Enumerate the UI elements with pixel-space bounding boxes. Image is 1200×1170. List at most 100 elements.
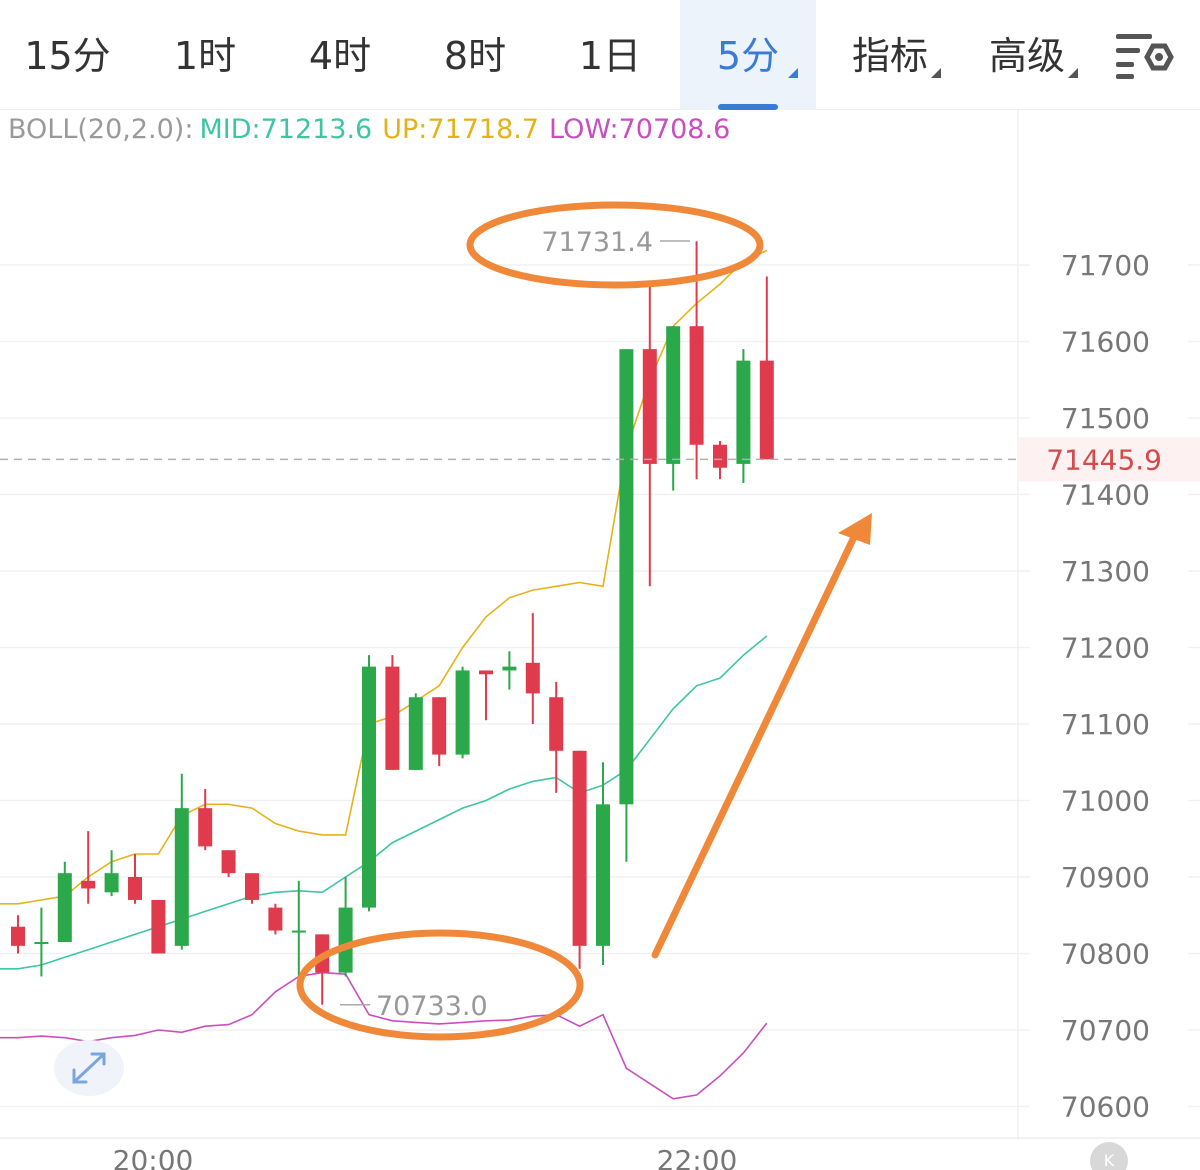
candle-bull [596, 762, 610, 965]
boll-low-value: LOW:70708.6 [549, 114, 731, 145]
candle-body [291, 930, 306, 933]
candle-body [385, 666, 400, 770]
low-price-label: 70733.0 [376, 991, 488, 1022]
candle-body [713, 444, 727, 468]
price-tick-label: 71000 [1061, 785, 1150, 818]
candle-body [268, 907, 283, 931]
candle-body [759, 360, 774, 460]
boll-mid-value: MID:71213.6 [199, 114, 373, 145]
tab-indicators[interactable]: 指标 [835, 0, 945, 110]
candle-bull [619, 349, 634, 862]
candle-body [596, 804, 610, 946]
tab-1hour[interactable]: 1时 [173, 34, 237, 78]
candle-bull [362, 655, 376, 912]
indicators-caret-icon [931, 68, 941, 78]
candle-bull [57, 861, 72, 943]
candle-body [572, 750, 587, 946]
candle-body [57, 873, 72, 943]
price-axis: 71700 71600 71500 71400 71300 71200 71100 71000… [0, 249, 1200, 1124]
tab-1day[interactable]: 1日 [578, 34, 642, 78]
high-circle-annotation [466, 201, 764, 289]
price-tick-label: 70600 [1061, 1091, 1150, 1124]
tab-4hour[interactable]: 4时 [308, 34, 372, 78]
time-tick-label: 22:00 [657, 1144, 738, 1170]
price-tick-label: 71300 [1061, 555, 1150, 588]
chart-grid [0, 110, 1200, 1140]
candle-body [151, 899, 166, 954]
candle-bear [642, 284, 657, 587]
candles [11, 241, 774, 1005]
candle-bear [268, 903, 283, 935]
candle-bear [549, 681, 564, 793]
candle-bull [408, 693, 423, 770]
candle-bull [666, 326, 681, 491]
price-tick-label: 71500 [1061, 402, 1150, 435]
candle-bear [432, 697, 447, 767]
time-axis: 20:00 22:00 [113, 1144, 738, 1170]
uptrend-arrow-shaft [651, 531, 859, 959]
candle-body [549, 697, 564, 751]
boll-low-line [0, 971, 768, 1100]
candle-body [479, 670, 493, 675]
low-circle-annotation [296, 929, 584, 1041]
candle-body [455, 670, 470, 755]
timeframe-tab-bar: 15分 1时 4时 8时 1日 5分 指标 高级 [0, 0, 1200, 110]
tab-8hour[interactable]: 8时 [443, 34, 507, 78]
tab-5min-label: 5分 [716, 34, 780, 78]
candle-bear [128, 854, 142, 904]
tab-15min[interactable]: 15分 [24, 34, 111, 78]
candle-bear [245, 873, 259, 904]
candle-body [619, 349, 634, 805]
boll-bands [0, 249, 768, 1100]
chart-settings-icon[interactable] [1112, 28, 1174, 84]
current-price-label: 71445.9 [1046, 443, 1162, 476]
candle-bull [174, 773, 189, 950]
candle-body [689, 326, 704, 445]
price-tick-label: 71200 [1061, 632, 1150, 665]
candle-body [81, 880, 96, 889]
price-tick-label: 71100 [1061, 708, 1150, 741]
candle-body [104, 873, 119, 893]
k-logo-icon: K [1090, 1142, 1128, 1170]
tab-indicators-label: 指标 [851, 34, 928, 78]
candle-bull [502, 651, 517, 690]
boll-name: BOLL(20,2.0): [8, 114, 194, 145]
price-tick-label: 71700 [1061, 249, 1150, 282]
candle-body [432, 697, 447, 755]
candle-bull [455, 666, 470, 759]
candle-bear [759, 276, 774, 460]
candle-body [362, 666, 376, 908]
candlestick-chart[interactable]: 71700 71600 71500 71400 71300 71200 71100 71000… [0, 110, 1200, 1170]
tab-advanced-label: 高级 [988, 34, 1065, 78]
candle-bear [81, 831, 96, 904]
price-tick-label: 70800 [1061, 938, 1150, 971]
candle-bull [34, 907, 49, 977]
candle-bull [338, 877, 353, 977]
boll-up-line [0, 249, 768, 905]
price-tick-label: 71600 [1061, 326, 1150, 359]
candle-body [34, 942, 49, 945]
candle-bull [736, 349, 751, 484]
advanced-caret-icon [1068, 68, 1078, 78]
expand-arrows-icon[interactable] [54, 1040, 124, 1096]
current-price-box [1018, 437, 1200, 482]
tab-advanced[interactable]: 高级 [972, 0, 1082, 110]
boll-mid-line [0, 635, 768, 970]
candle-bear [11, 915, 25, 954]
candle-body [502, 666, 517, 671]
candle-body [666, 326, 681, 464]
candle-body [245, 873, 259, 900]
tab-5min[interactable]: 5分 [680, 0, 816, 110]
candle-bear [151, 899, 166, 954]
annotations: 71731.4 70733.0 [296, 201, 872, 1041]
candle-bear [315, 934, 330, 1005]
candle-body [11, 926, 25, 946]
candle-bull [291, 880, 306, 981]
candle-body [642, 349, 657, 464]
candle-body [525, 662, 540, 694]
price-tick-label: 70700 [1061, 1014, 1150, 1047]
candle-bull [104, 850, 119, 897]
boll-up-value: UP:71718.7 [382, 114, 540, 145]
price-tick-label: 71400 [1061, 479, 1150, 512]
candle-body [128, 877, 142, 900]
